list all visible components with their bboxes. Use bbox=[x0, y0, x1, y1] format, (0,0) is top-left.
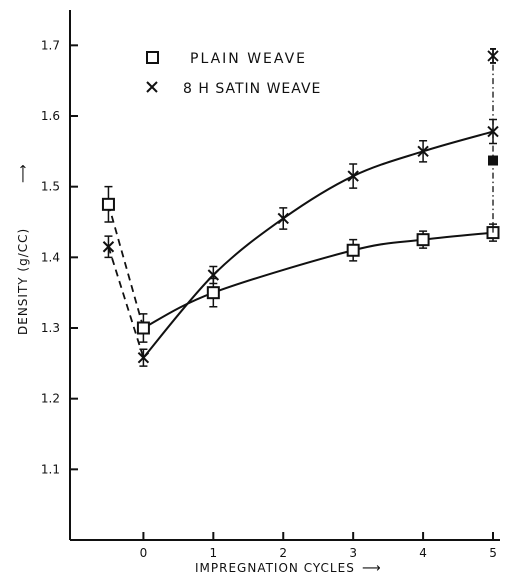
x-tick-label-4: 4 bbox=[419, 546, 427, 560]
y-axis-arrow: ⟶ bbox=[16, 164, 31, 183]
y-axis-label: DENSITY (g/CC) bbox=[16, 228, 30, 335]
x-tick-label-3: 3 bbox=[349, 546, 357, 560]
y-tick-label-2: 1.3 bbox=[41, 321, 60, 335]
x-tick-label-1: 1 bbox=[210, 546, 218, 560]
legend-label-satin-weave: 8 H SATIN WEAVE bbox=[183, 81, 321, 97]
series-1-point-0 bbox=[102, 241, 115, 253]
ticks: 1.1 1.2 1.3 1.4 1.5 1.6 1.7 0 1 2 3 4 5 bbox=[41, 38, 497, 560]
x-axis-arrow: ⟶ bbox=[362, 561, 381, 576]
legend-marker-satin-weave bbox=[146, 81, 158, 93]
series-1-point-6 bbox=[487, 125, 499, 138]
series-1-point-2 bbox=[207, 269, 220, 281]
x-tick-label-2: 2 bbox=[279, 546, 287, 560]
y-tick-label-0: 1.1 bbox=[41, 462, 60, 476]
series-1-point-3 bbox=[277, 212, 289, 225]
y-tick-label-4: 1.5 bbox=[41, 180, 60, 194]
fit-curves bbox=[107, 130, 494, 359]
series-0-curve bbox=[142, 231, 494, 329]
series-1-point-4 bbox=[347, 170, 359, 182]
legend-label-plain-weave: PLAIN WEAVE bbox=[190, 51, 307, 67]
y-tick-label-3: 1.4 bbox=[41, 250, 60, 264]
series-0-point-4 bbox=[416, 233, 430, 247]
series-0-point-0 bbox=[101, 197, 115, 211]
y-tick-label-6: 1.7 bbox=[41, 38, 60, 52]
series-0-dashed-segment bbox=[107, 204, 145, 329]
legend: PLAIN WEAVE 8 H SATIN WEAVE bbox=[146, 51, 321, 97]
x-axis-label: IMPREGNATION CYCLES bbox=[195, 561, 355, 575]
series-1-point-1 bbox=[137, 351, 150, 364]
legend-marker-plain-weave bbox=[146, 51, 159, 64]
data-marks bbox=[101, 48, 500, 367]
x-tick-label-5: 5 bbox=[489, 546, 497, 560]
axes bbox=[69, 10, 500, 541]
series-0-point-1 bbox=[136, 321, 150, 335]
series-1-point-5 bbox=[417, 145, 429, 158]
y-tick-label-5: 1.6 bbox=[41, 109, 60, 123]
series-0-point-3 bbox=[346, 243, 360, 257]
y-tick-label-1: 1.2 bbox=[41, 392, 60, 406]
series-1-curve bbox=[142, 130, 494, 359]
series-0-point-2 bbox=[206, 286, 220, 300]
x-tick-label-0: 0 bbox=[140, 546, 148, 560]
extra-point-filled-square bbox=[488, 155, 499, 166]
extra-point-asterisk bbox=[487, 48, 499, 64]
series-1-dashed-segment bbox=[107, 246, 145, 358]
